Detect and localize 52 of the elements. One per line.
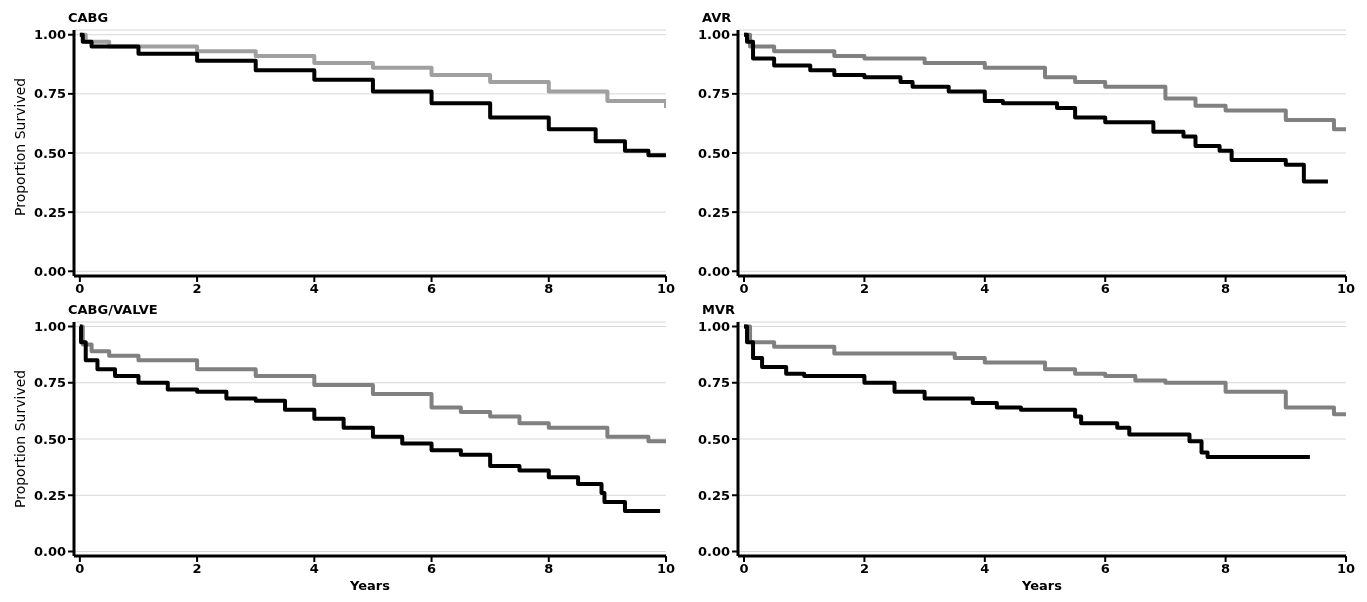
- y-tick-label: 0.25: [697, 204, 730, 220]
- x-tick-label: 0: [739, 561, 749, 577]
- y-tick-label: 1.00: [33, 319, 66, 335]
- x-tick-label: 0: [75, 561, 85, 577]
- x-tick-label: 6: [1100, 281, 1110, 297]
- x-tick-label: 8: [544, 281, 554, 297]
- y-tick-label: 0.00: [697, 544, 730, 560]
- y-tick-label: 1.00: [33, 27, 66, 43]
- y-tick-label: 0.00: [33, 544, 66, 560]
- x-tick-label: 4: [980, 281, 990, 297]
- chart-title: AVR: [702, 10, 732, 25]
- x-tick-label: 4: [309, 561, 319, 577]
- x-tick-label: 8: [544, 561, 554, 577]
- x-tick-label: 0: [75, 281, 85, 297]
- y-tick-label: 1.00: [697, 319, 730, 335]
- y-tick-label: 0.75: [697, 375, 730, 391]
- y-tick-label: 0.50: [697, 431, 730, 447]
- x-tick-label: 6: [1100, 561, 1110, 577]
- x-tick-label: 2: [859, 561, 869, 577]
- y-tick-label: 0.50: [33, 145, 66, 161]
- x-tick-label: 0: [739, 281, 749, 297]
- y-axis-title: Proportion Survived: [12, 368, 28, 511]
- x-tick-label: 2: [192, 281, 202, 297]
- y-tick-label: 0.25: [33, 204, 66, 220]
- y-axis-title: Proportion Survived: [12, 76, 28, 219]
- x-tick-label: 2: [859, 281, 869, 297]
- x-tick-label: 10: [656, 561, 676, 577]
- chart-title: CABG/VALVE: [68, 302, 158, 317]
- y-tick-label: 0.25: [33, 487, 66, 503]
- x-tick-label: 6: [427, 561, 437, 577]
- y-tick-label: 1.00: [697, 27, 730, 43]
- y-tick-label: 0.75: [33, 86, 66, 102]
- y-tick-label: 0.00: [697, 263, 730, 279]
- y-tick-label: 0.75: [33, 375, 66, 391]
- x-axis-title: Years: [349, 578, 391, 593]
- x-tick-label: 10: [656, 281, 676, 297]
- y-tick-label: 0.50: [697, 145, 730, 161]
- y-tick-label: 0.25: [697, 487, 730, 503]
- x-tick-label: 10: [1336, 281, 1356, 297]
- x-tick-label: 4: [980, 561, 990, 577]
- y-tick-label: 0.00: [33, 263, 66, 279]
- y-tick-label: 0.75: [697, 86, 730, 102]
- x-tick-label: 8: [1221, 281, 1231, 297]
- x-tick-label: 10: [1336, 561, 1356, 577]
- x-tick-label: 6: [427, 281, 437, 297]
- x-axis-title: Years: [1021, 578, 1063, 593]
- y-tick-label: 0.50: [33, 431, 66, 447]
- x-tick-label: 4: [309, 281, 319, 297]
- chart-title: CABG: [68, 10, 109, 25]
- x-tick-label: 2: [192, 561, 202, 577]
- x-tick-label: 8: [1221, 561, 1231, 577]
- chart-title: MVR: [702, 302, 736, 317]
